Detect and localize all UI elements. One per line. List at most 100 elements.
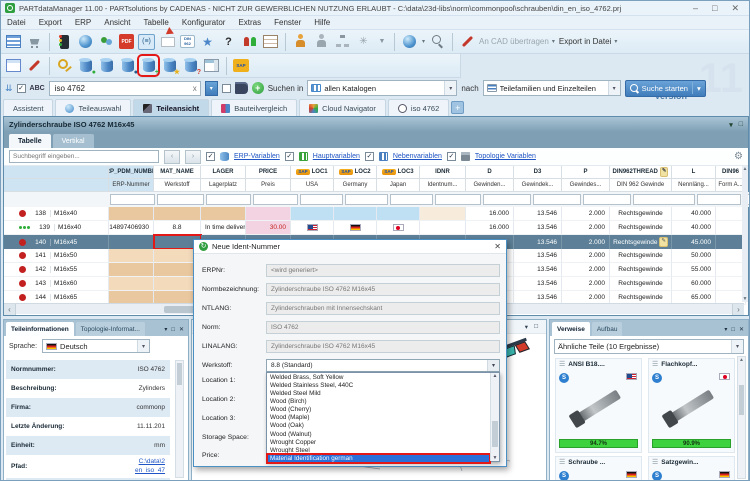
col-d3[interactable]: D3 — [514, 166, 562, 179]
menu-ansicht[interactable]: Ansicht — [104, 18, 131, 27]
start-search-button[interactable]: Suche starten ▾ — [624, 79, 706, 97]
scroll-thumb[interactable] — [739, 385, 744, 415]
column-filter-input[interactable] — [390, 194, 433, 205]
menu-fenster[interactable]: Fenster — [274, 18, 302, 27]
col-mat-name[interactable]: MAT_NAME — [154, 166, 201, 179]
cart-icon[interactable] — [26, 33, 43, 50]
panel-maximize-icon[interactable]: □ — [731, 326, 735, 333]
panel-menu-caret-icon[interactable]: ▾ — [164, 327, 168, 333]
col-price[interactable]: PRICE — [246, 166, 291, 179]
globe-icon[interactable] — [77, 33, 94, 50]
col-loc2[interactable]: SAP LOC2 — [334, 166, 377, 179]
prev-match-button[interactable]: ‹ — [164, 149, 180, 164]
tab-aufbau[interactable]: Aufbau — [591, 322, 623, 336]
menu-erp[interactable]: ERP — [74, 18, 92, 27]
menu-tabelle[interactable]: Tabelle — [143, 18, 169, 27]
topologie-checkbox[interactable]: ✓ — [446, 152, 456, 161]
language-caret-icon[interactable]: ▾ — [422, 39, 426, 45]
tab-teileinformationen[interactable]: Teileinformationen — [6, 322, 74, 336]
favorites-star-icon[interactable]: ★ — [202, 34, 213, 49]
edit-wrench-icon[interactable] — [26, 57, 43, 74]
close-button[interactable]: ✕ — [731, 2, 739, 13]
similar-part-card[interactable]: ☰ Satzgewin... S — [648, 456, 735, 480]
roles-icon[interactable] — [241, 33, 258, 50]
traffic-light-icon[interactable] — [56, 33, 73, 50]
db-new-ident-icon[interactable]: + — [137, 54, 160, 77]
similar-part-card[interactable]: ☰ Schraube ... S — [555, 456, 642, 480]
col-din962thread[interactable]: DIN962THREAD ✎ — [610, 166, 672, 179]
erp-variablen-checkbox[interactable]: ✓ — [206, 152, 215, 161]
maximize-button[interactable]: □ — [712, 2, 718, 13]
similar-part-card[interactable]: ☰ Flachkopf... S 90.9% — [648, 358, 735, 453]
dropdown-item[interactable]: Welded Stainless Steel, 440C — [270, 381, 354, 389]
panel-menu-caret-icon[interactable]: ▾ — [724, 327, 728, 333]
nebenvariablen-checkbox[interactable]: ✓ — [364, 152, 374, 161]
wand-icon[interactable]: ✳ — [359, 36, 368, 47]
col-erp-pdm-number[interactable]: ERP_PDM_NUMBER — [109, 166, 154, 179]
path-link[interactable]: C:\data\2 en_iso_47 — [135, 458, 165, 474]
scroll-down-icon[interactable]: ▼ — [742, 296, 748, 302]
option-checkbox[interactable] — [221, 83, 231, 93]
db-lock-icon[interactable]: ● — [119, 57, 138, 76]
col-lager[interactable]: LAGER — [201, 166, 246, 179]
hscroll-thumb[interactable] — [164, 306, 200, 313]
pdf-export-icon[interactable]: PDF — [119, 34, 134, 49]
panel-menu-caret-icon[interactable]: ▾ — [729, 121, 733, 129]
next-match-button[interactable]: › — [185, 149, 201, 164]
scroll-left-icon[interactable]: ‹ — [4, 303, 16, 315]
search-magnifier-icon[interactable] — [429, 33, 446, 50]
tab-bauteilvergleich[interactable]: Bauteilvergleich — [211, 99, 298, 116]
sap-catalog-icon[interactable]: SAP — [233, 59, 249, 72]
panel-maximize-icon[interactable]: □ — [171, 326, 175, 333]
dropdown-item[interactable]: Wrought Steel — [270, 446, 310, 454]
werkstoff-combobox[interactable]: 8.8 (Standard) ▾ — [266, 359, 500, 372]
menu-konfigurator[interactable]: Konfigurator — [181, 18, 226, 27]
vertical-scrollbar[interactable]: ▲ ▼ — [742, 166, 748, 302]
scroll-thumb[interactable] — [492, 421, 498, 447]
dropdown-item-selected[interactable]: Material Identification german — [266, 453, 491, 464]
panel-maximize-icon[interactable]: □ — [534, 323, 538, 330]
menu-extras[interactable]: Extras — [238, 18, 262, 27]
scope-select[interactable]: Teilefamilien und Einzelteilen ▾ — [482, 80, 621, 96]
add-tab-button[interactable]: + — [451, 101, 465, 114]
tab-search-iso4762[interactable]: iso 4762 — [387, 99, 450, 116]
dropdown-item[interactable]: Welded Brass, Soft Yellow — [270, 373, 344, 381]
dropdown-scrollbar[interactable]: ▲ ▼ — [490, 373, 499, 461]
column-filter-input[interactable] — [345, 194, 388, 205]
table-filter-input[interactable] — [9, 150, 159, 163]
menu-export[interactable]: Export — [38, 18, 62, 27]
column-filter-input[interactable] — [435, 194, 481, 205]
panel-close-icon[interactable]: ✕ — [738, 327, 744, 333]
column-filter-input[interactable] — [533, 194, 581, 205]
column-filter-input[interactable] — [253, 194, 298, 205]
menu-hilfe[interactable]: Hilfe — [314, 18, 331, 27]
shelf-icon[interactable] — [262, 33, 279, 50]
col-loc3[interactable]: SAP LOC3 — [377, 166, 420, 179]
language-globe-icon[interactable] — [401, 33, 418, 50]
column-filter-input[interactable] — [583, 194, 631, 205]
language-select[interactable]: Deutsch ▾ — [42, 339, 151, 353]
table-row-138[interactable]: 138 M16x40 16.000 13.546 2.000 Rechtsgewi… — [4, 207, 746, 221]
column-filter-input[interactable] — [697, 194, 741, 205]
table-settings-gear-icon[interactable]: ⚙ — [734, 151, 743, 162]
export-person-icon[interactable] — [292, 33, 309, 50]
col-l[interactable]: L — [672, 166, 716, 179]
db-question-icon[interactable]: ? — [182, 57, 201, 76]
catalog-select[interactable]: allen Katalogen ▾ — [307, 80, 458, 96]
tab-vertikal[interactable]: Vertikal — [52, 134, 94, 148]
dropdown-item[interactable]: Wrought Copper — [270, 438, 317, 446]
dropdown-item[interactable]: Welded Steel Mild — [270, 389, 321, 397]
search-input[interactable] — [52, 82, 193, 94]
col-d[interactable]: D — [466, 166, 514, 179]
erp-variablen-link[interactable]: ERP-Variablen — [234, 153, 280, 160]
column-filter-input[interactable] — [110, 194, 155, 205]
panel-menu-caret-icon[interactable]: ▾ — [524, 323, 529, 331]
collapse-chevrons-icon[interactable]: ⇊ — [5, 82, 13, 93]
nebenvariablen-link[interactable]: Nebenvariablen — [392, 153, 442, 160]
clear-search-icon[interactable]: x — [192, 83, 197, 93]
edit-pencil-icon[interactable]: ✎ — [659, 237, 668, 247]
db-star-icon[interactable]: ★ — [161, 57, 180, 76]
panel-close-icon[interactable]: ✕ — [178, 327, 184, 333]
key-icon[interactable] — [56, 57, 73, 74]
table-row-139[interactable]: 139 M16x40 14897406930 8.8 In time delive… — [4, 221, 746, 235]
